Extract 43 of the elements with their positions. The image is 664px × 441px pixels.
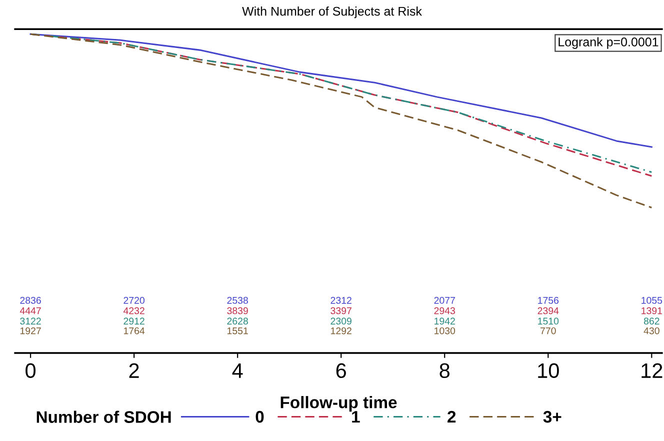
legend-label: 1 [352, 411, 360, 423]
legend-label: 0 [256, 410, 264, 423]
annotation: 1927 [20, 327, 41, 334]
annotation: 1292 [331, 327, 352, 334]
annotation: 2943 [434, 307, 456, 314]
annotation: 2538 [227, 296, 248, 304]
annotation: 1551 [228, 327, 248, 334]
x-tick-label: 0 [26, 363, 36, 378]
annotation: Logrank p=0.0001 [558, 37, 658, 49]
annotation: 2077 [434, 296, 455, 304]
annotation: 2309 [330, 318, 352, 325]
chart-subtitle: With Number of Subjects at Risk [242, 6, 422, 18]
annotation: 430 [644, 327, 660, 334]
annotation: 1391 [642, 307, 662, 314]
x-tick-label: 4 [232, 364, 243, 378]
annotation: 1764 [124, 327, 145, 334]
annotation: 3839 [227, 307, 248, 314]
x-tick-label: 8 [440, 363, 450, 378]
annotation: 3397 [330, 307, 352, 314]
annotation: 3122 [20, 318, 41, 325]
legend-title: Number of SDOH [36, 410, 171, 423]
x-tick-label: 12 [642, 363, 662, 378]
x-axis-title: Follow-up time [280, 396, 397, 412]
annotation: 2394 [538, 307, 559, 314]
legend-label: 3+ [543, 410, 562, 423]
annotation: 1510 [538, 318, 559, 325]
annotation: 2912 [124, 318, 144, 325]
legend-label: 2 [448, 410, 456, 423]
annotation: 2312 [330, 296, 352, 304]
x-tick-label: 2 [129, 363, 139, 378]
x-tick-label: 6 [336, 363, 346, 378]
annotation: 1055 [642, 296, 662, 304]
annotation: 1030 [434, 327, 456, 334]
annotation: 1942 [434, 318, 455, 325]
annotation: 2836 [20, 296, 41, 304]
annotation: 2628 [227, 318, 248, 325]
annotation: 862 [644, 318, 660, 325]
x-tick-label: 10 [538, 363, 559, 378]
annotation: 770 [540, 327, 556, 334]
annotation: 4232 [123, 307, 144, 314]
annotation: 1756 [538, 296, 559, 304]
annotation: 4447 [20, 307, 41, 314]
annotation: 2720 [124, 296, 144, 304]
